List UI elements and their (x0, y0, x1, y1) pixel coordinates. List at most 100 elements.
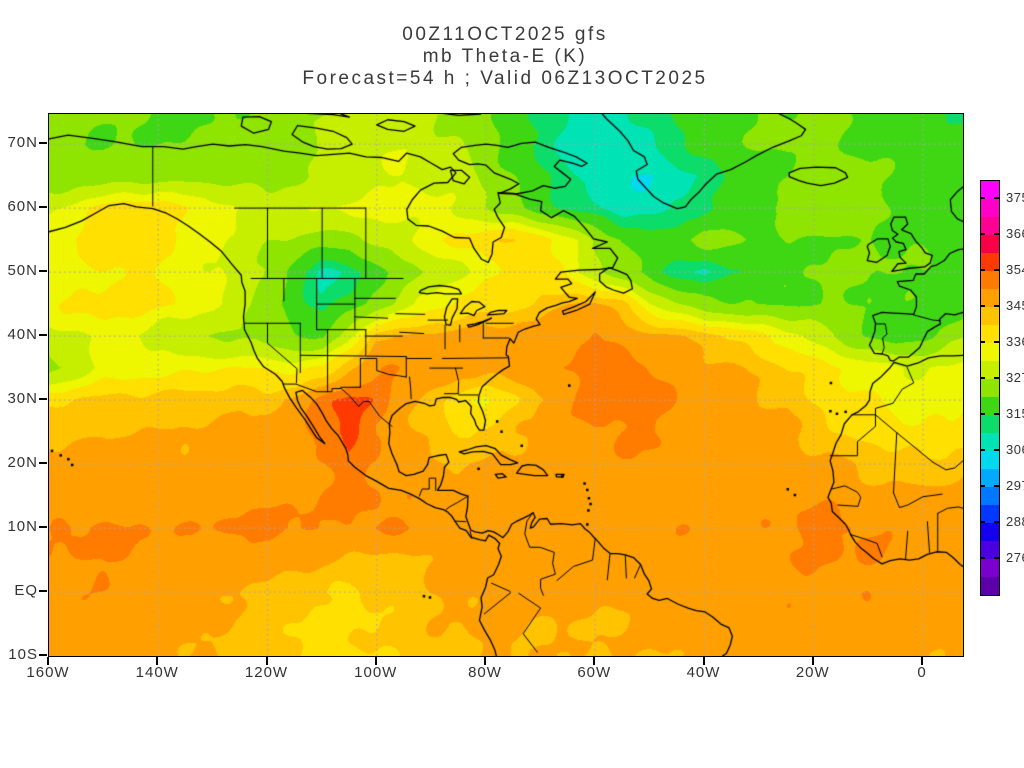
colorbar-tick (994, 521, 999, 523)
colorbar-tick (994, 485, 999, 487)
title-init-model: 00Z11OCT2025 gfs (402, 24, 608, 45)
lat-tick-mark (39, 526, 47, 529)
lat-tick-label: 10S (8, 646, 38, 664)
lat-tick-label: 50N (7, 262, 38, 280)
lat-tick-mark (39, 334, 47, 337)
colorbar-segment (981, 469, 999, 487)
colorbar-segment (981, 199, 999, 217)
lat-tick-mark (39, 142, 47, 145)
lon-tick-mark (156, 657, 159, 665)
colorbar-tick (994, 449, 999, 451)
colorbar-segment (981, 181, 999, 199)
lat-tick-label: 10N (7, 518, 38, 536)
lon-tick-mark (702, 657, 705, 665)
lon-tick-mark (484, 657, 486, 665)
colorbar-tick (980, 413, 985, 415)
colorbar-tick (980, 557, 985, 559)
colorbar-segment (981, 307, 999, 325)
colorbar-tick (994, 377, 999, 379)
colorbar-tick (994, 233, 999, 235)
colorbar-segment (981, 505, 999, 523)
colorbar-segment (981, 523, 999, 541)
colorbar-tick (980, 305, 985, 307)
lon-tick-label: 80W (468, 664, 502, 681)
lon-tick-mark (265, 657, 268, 665)
colorbar-tick-label: 276 (1006, 550, 1024, 565)
colorbar-segment (981, 361, 999, 379)
colorbar-tick (980, 233, 985, 235)
colorbar-tick-label: 327 (1006, 370, 1024, 385)
lat-tick-label: 20N (7, 454, 38, 472)
lat-tick-label: 70N (7, 134, 38, 152)
lon-tick-mark (47, 657, 49, 665)
colorbar-segment (981, 559, 999, 577)
colorbar-tick-label: 315 (1006, 406, 1024, 421)
lat-tick-mark (39, 270, 47, 273)
lat-tick-mark (39, 654, 47, 657)
title-forecast-valid: Forecast=54 h ; Valid 06Z13OCT2025 (302, 68, 708, 89)
colorbar-segment (981, 289, 999, 307)
lon-tick-mark (811, 657, 814, 665)
lat-tick-mark (39, 206, 47, 209)
colorbar-tick (994, 269, 999, 271)
colorbar-tick-label: 288 (1006, 514, 1024, 529)
colorbar-tick-label: 297 (1006, 478, 1024, 493)
lon-tick-mark (593, 657, 596, 665)
colorbar-segment (981, 415, 999, 433)
lon-tick-mark (921, 657, 923, 665)
lat-tick-mark (39, 462, 47, 465)
colorbar-tick-label: 306 (1006, 442, 1024, 457)
colorbar-segment (981, 451, 999, 469)
lon-tick-label: 60W (577, 664, 612, 681)
colorbar-tick (980, 197, 985, 199)
lat-tick-label: EQ (14, 582, 38, 600)
colorbar-segment (981, 433, 999, 451)
colorbar-tick-label: 345 (1006, 298, 1024, 313)
lon-tick-label: 160W (26, 664, 70, 681)
lat-tick-label: 60N (7, 198, 38, 216)
lon-tick-label: 20W (795, 664, 830, 681)
lon-tick-label: 0 (917, 664, 927, 681)
map-frame (48, 113, 964, 657)
colorbar-tick-label: 336 (1006, 334, 1024, 349)
colorbar-tick (994, 557, 999, 559)
colorbar (980, 180, 1000, 596)
lat-tick-label: 30N (7, 390, 38, 408)
title-variable: mb Theta-E (K) (422, 46, 588, 67)
lon-tick-label: 120W (244, 664, 289, 681)
lat-tick-label: 40N (7, 326, 38, 344)
colorbar-segment (981, 325, 999, 343)
colorbar-segment (981, 343, 999, 361)
colorbar-segment (981, 271, 999, 289)
colorbar-segment (981, 487, 999, 505)
lon-tick-label: 100W (354, 664, 398, 681)
colorbar-tick (994, 341, 999, 343)
colorbar-tick (980, 449, 985, 451)
colorbar-tick (994, 413, 999, 415)
colorbar-tick (980, 341, 985, 343)
plot-titles: 00Z11OCT2025 gfs mb Theta-E (K) Forecast… (48, 24, 962, 90)
colorbar-segment (981, 397, 999, 415)
theta-e-map-canvas (49, 114, 963, 656)
colorbar-segment (981, 379, 999, 397)
colorbar-tick (994, 305, 999, 307)
colorbar-segment (981, 253, 999, 271)
colorbar-tick (994, 197, 999, 199)
lat-tick-mark (39, 398, 47, 401)
colorbar-segment (981, 577, 999, 595)
colorbar-tick-label: 354 (1006, 262, 1024, 277)
colorbar-tick-label: 366 (1006, 226, 1024, 241)
lon-tick-mark (374, 657, 377, 665)
lon-tick-label: 140W (135, 664, 179, 681)
lon-tick-label: 40W (686, 664, 721, 681)
colorbar-tick (980, 485, 985, 487)
colorbar-tick-label: 375 (1006, 190, 1024, 205)
colorbar-segment (981, 217, 999, 235)
colorbar-segment (981, 235, 999, 253)
lat-tick-mark (39, 590, 47, 593)
colorbar-tick (980, 377, 985, 379)
colorbar-tick (980, 269, 985, 271)
colorbar-segment (981, 541, 999, 559)
colorbar-tick (980, 521, 985, 523)
